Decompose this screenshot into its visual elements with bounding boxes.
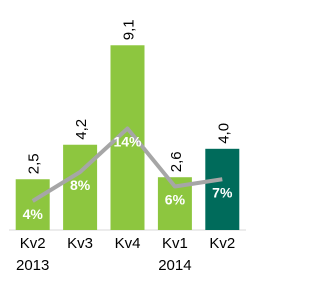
line [31, 126, 223, 203]
line-value-label: 6% [165, 192, 186, 208]
line-value-label: 8% [70, 177, 91, 193]
line-value-label: 7% [212, 184, 233, 200]
x-tick-label: Kv2 2013 [16, 235, 49, 274]
value-label: 4,2 [73, 119, 90, 140]
line-value-label: 4% [23, 206, 44, 222]
bar [15, 179, 50, 230]
bar [205, 148, 240, 230]
x-tick-label: Kv3 [67, 235, 93, 252]
value-label: 9,1 [121, 19, 138, 40]
value-label: 4,0 [215, 123, 232, 144]
x-tick-label: Kv1 2014 [158, 235, 191, 274]
x-tick-label: Kv4 [115, 235, 141, 252]
value-label: 2,6 [168, 151, 185, 172]
value-label: 2,5 [26, 153, 43, 174]
chart: 2,5 Kv2 2013 4,2 Kv3 9,1 Kv4 2,6 Kv1 2014 4,0 Kv2 4%… [9, 19, 246, 274]
x-tick-label: Kv2 [209, 235, 235, 252]
line-value-label: 14% [113, 134, 142, 150]
